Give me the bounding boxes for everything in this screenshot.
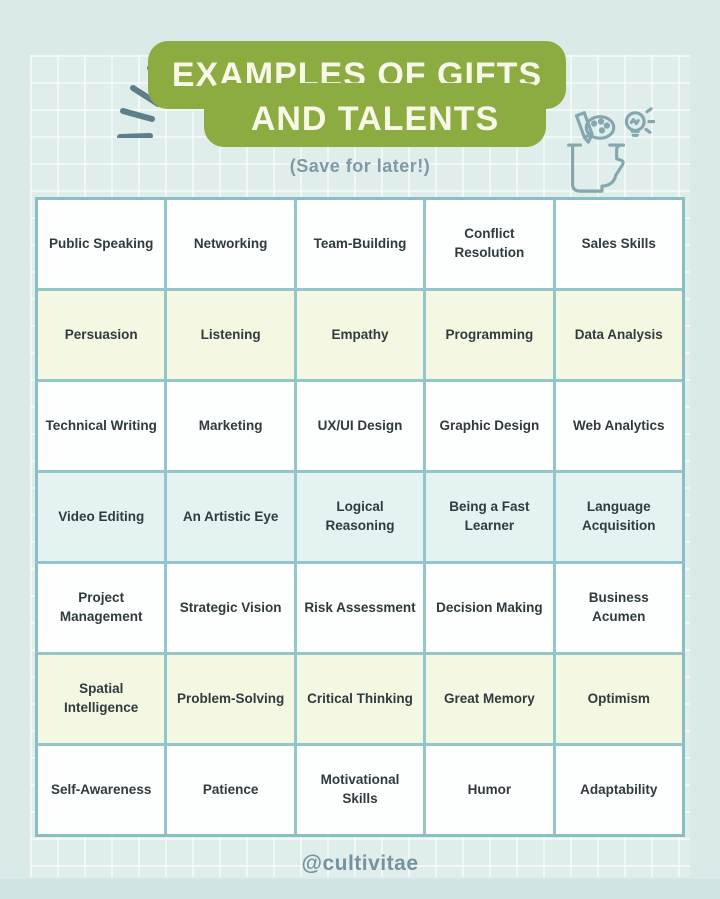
talent-cell: Spatial Intelligence: [38, 655, 165, 743]
talent-cell: Sales Skills: [555, 200, 682, 288]
talent-cell: Self-Awareness: [38, 746, 165, 834]
talent-cell: Conflict Resolution: [426, 200, 553, 288]
talent-cell: Marketing: [167, 382, 294, 470]
talent-cell: Data Analysis: [555, 291, 682, 379]
talent-cell: Humor: [426, 746, 553, 834]
talent-cell: Optimism: [555, 655, 682, 743]
talent-cell: Being a Fast Learner: [426, 473, 553, 561]
talent-cell: Business Acumen: [555, 564, 682, 652]
talent-cell: UX/UI Design: [296, 382, 424, 470]
talent-cell: Graphic Design: [426, 382, 553, 470]
talent-cell: Great Memory: [426, 655, 553, 743]
talent-cell: Programming: [426, 291, 553, 379]
talent-cell: Team-Building: [296, 200, 424, 288]
talent-cell: Logical Reasoning: [296, 473, 424, 561]
talent-cell: Public Speaking: [38, 200, 165, 288]
subtitle-save-for-later: (Save for later!): [289, 156, 431, 176]
talent-cell: Empathy: [296, 291, 424, 379]
talent-cell: Problem-Solving: [167, 655, 294, 743]
title-line-2: AND TALENTS: [250, 100, 500, 138]
talent-cell: Adaptability: [555, 746, 682, 834]
talent-cell: Listening: [167, 291, 294, 379]
talent-cell: Networking: [167, 200, 294, 288]
talent-cell: Technical Writing: [38, 382, 165, 470]
bottom-accent-bar: [0, 879, 720, 899]
title-banner-bottom: AND TALENTS: [204, 83, 546, 147]
talent-cell: Patience: [167, 746, 294, 834]
talent-cell: Decision Making: [426, 564, 553, 652]
talents-table: Public Speaking Networking Team-Building Co…: [35, 197, 685, 837]
talent-cell: Strategic Vision: [167, 564, 294, 652]
talent-cell: Language Acquisition: [555, 473, 682, 561]
talent-cell: Persuasion: [38, 291, 165, 379]
creative-mind-icon: [545, 101, 655, 197]
talent-cell: Risk Assessment: [296, 564, 424, 652]
talent-cell: Critical Thinking: [296, 655, 424, 743]
talent-cell: Web Analytics: [555, 382, 682, 470]
talent-cell: Project Management: [38, 564, 165, 652]
talent-cell: Motivational Skills: [296, 746, 424, 834]
talent-cell: Video Editing: [38, 473, 165, 561]
talent-cell: An Artistic Eye: [167, 473, 294, 561]
footer-social-handle: @cultivitae: [301, 852, 419, 875]
